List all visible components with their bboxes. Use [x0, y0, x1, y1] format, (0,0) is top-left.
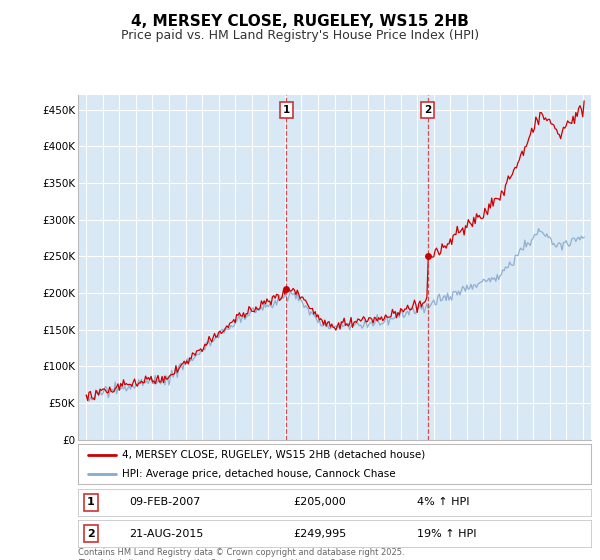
Text: 4, MERSEY CLOSE, RUGELEY, WS15 2HB (detached house): 4, MERSEY CLOSE, RUGELEY, WS15 2HB (deta…	[122, 450, 425, 460]
Text: 1: 1	[87, 497, 95, 507]
Text: £249,995: £249,995	[293, 529, 347, 539]
Text: HPI: Average price, detached house, Cannock Chase: HPI: Average price, detached house, Cann…	[122, 469, 395, 479]
Text: 4% ↑ HPI: 4% ↑ HPI	[416, 497, 469, 507]
Text: 21-AUG-2015: 21-AUG-2015	[130, 529, 203, 539]
Text: 19% ↑ HPI: 19% ↑ HPI	[416, 529, 476, 539]
Text: Contains HM Land Registry data © Crown copyright and database right 2025.
This d: Contains HM Land Registry data © Crown c…	[78, 548, 404, 560]
Text: 09-FEB-2007: 09-FEB-2007	[130, 497, 200, 507]
Text: £205,000: £205,000	[293, 497, 346, 507]
Text: 4, MERSEY CLOSE, RUGELEY, WS15 2HB: 4, MERSEY CLOSE, RUGELEY, WS15 2HB	[131, 14, 469, 29]
Text: Price paid vs. HM Land Registry's House Price Index (HPI): Price paid vs. HM Land Registry's House …	[121, 29, 479, 42]
Text: 1: 1	[283, 105, 290, 115]
Text: 2: 2	[424, 105, 431, 115]
Text: 2: 2	[87, 529, 95, 539]
